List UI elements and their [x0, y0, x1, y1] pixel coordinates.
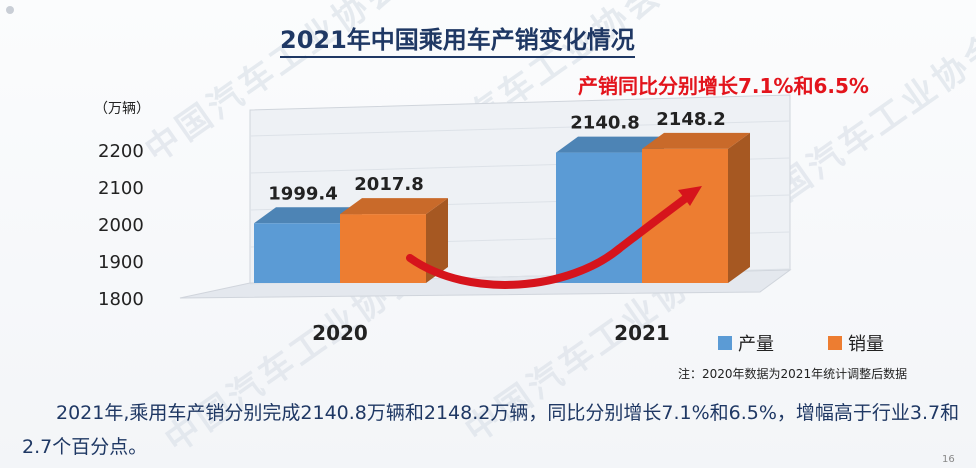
y-axis-unit: （万辆）: [94, 101, 150, 117]
category-labels: 2020 2021: [312, 321, 670, 345]
y-tick-label: 1800: [98, 289, 144, 310]
growth-arrowhead: [678, 186, 702, 206]
data-label-2021-产量: 2140.8: [570, 113, 639, 134]
bar-2020-销量: [340, 198, 448, 283]
y-tick-label: 1900: [98, 252, 144, 273]
bar-2021-销量: [642, 132, 750, 283]
y-tick-label: 2200: [98, 141, 144, 162]
category-label-2020: 2020: [312, 321, 368, 345]
data-label-2021-销量: 2148.2: [656, 109, 725, 130]
category-label-2021: 2021: [614, 321, 670, 345]
data-labels: 1999.4 2017.8 2140.8 2148.2: [268, 109, 725, 204]
y-tick-label: 2000: [98, 215, 144, 236]
data-label-2020-产量: 1999.4: [268, 183, 337, 204]
growth-callout: 产销同比分别增长7.1%和6.5%: [578, 74, 869, 98]
legend: 产量 销量: [718, 334, 884, 355]
footnote: 注：2020年数据为2021年统计调整后数据: [678, 367, 908, 381]
corner-dot: [6, 6, 14, 14]
data-label-2020-销量: 2017.8: [354, 174, 423, 195]
legend-label-产量: 产量: [738, 334, 774, 355]
summary-paragraph: 2021年,乘用车产销分别完成2140.8万辆和2148.2万辆，同比分别增长7…: [22, 402, 960, 458]
y-tick-label: 2100: [98, 178, 144, 199]
legend-swatch-销量: [828, 336, 842, 350]
growth-arrow: [406, 191, 694, 289]
page-number: 16: [942, 454, 955, 465]
chart-title: 2021年中国乘用车产销变化情况: [280, 20, 635, 58]
grid-line: [249, 120, 791, 137]
legend-label-销量: 销量: [848, 334, 884, 355]
legend-swatch-产量: [718, 336, 732, 350]
